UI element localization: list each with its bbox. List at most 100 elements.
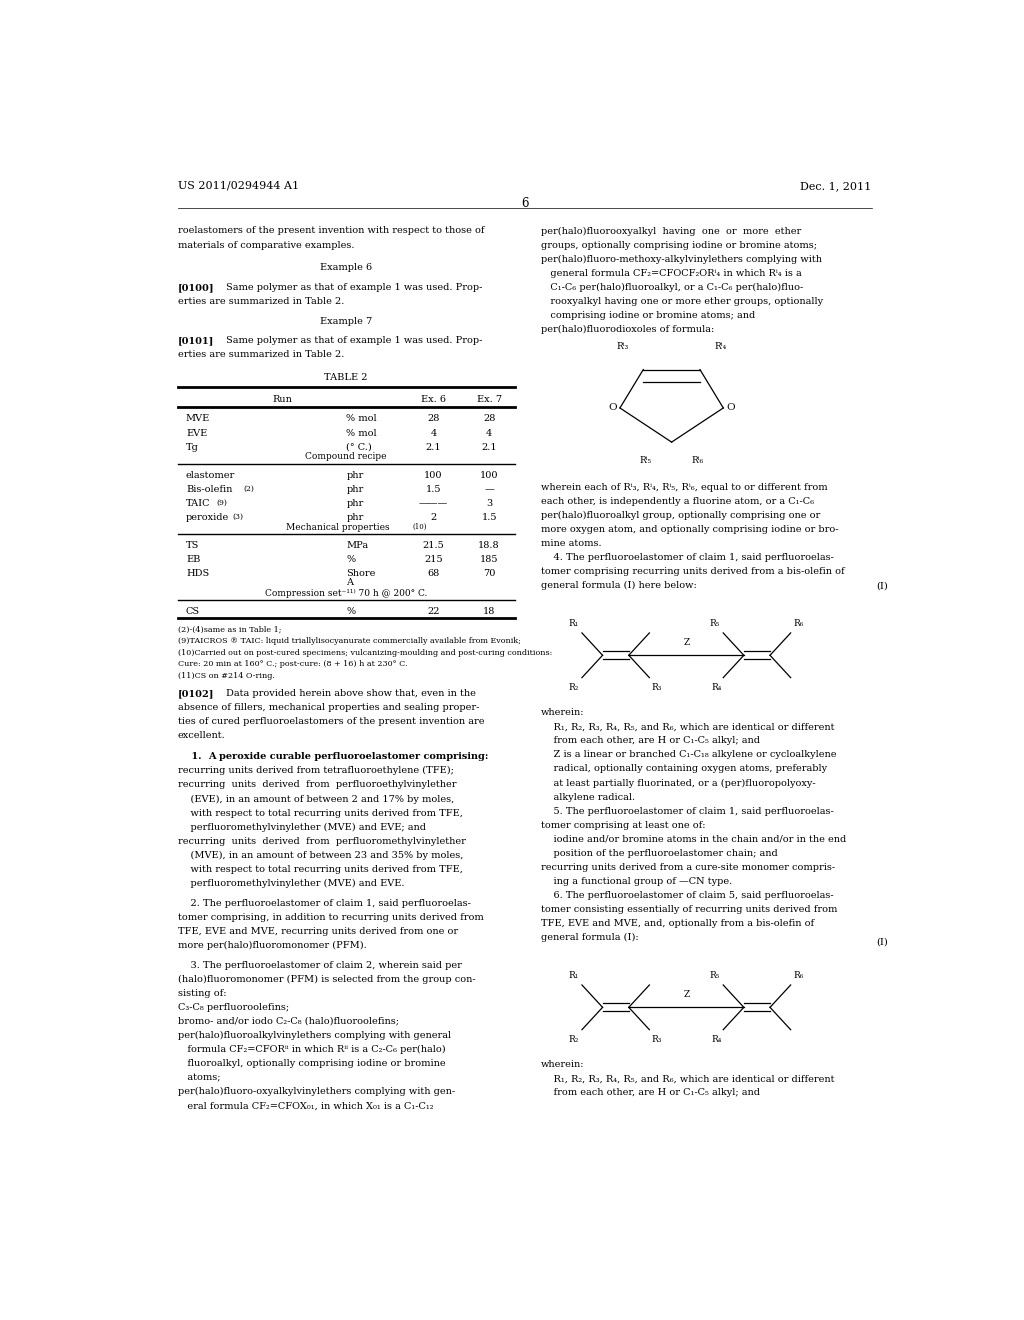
- Text: Rⁱ₄: Rⁱ₄: [714, 342, 726, 351]
- Text: perfluoromethylvinylether (MVE) and EVE.: perfluoromethylvinylether (MVE) and EVE.: [178, 879, 404, 888]
- Text: [0101]: [0101]: [178, 337, 214, 346]
- Text: Compound recipe: Compound recipe: [305, 453, 387, 462]
- Text: R₁, R₂, R₃, R₄, R₅, and R₆, which are identical or different: R₁, R₂, R₃, R₄, R₅, and R₆, which are id…: [541, 1074, 835, 1084]
- Text: peroxide: peroxide: [186, 513, 229, 521]
- Text: —: —: [484, 484, 494, 494]
- Text: erties are summarized in Table 2.: erties are summarized in Table 2.: [178, 350, 344, 359]
- Text: TS: TS: [186, 541, 200, 550]
- Text: (3): (3): [232, 513, 243, 521]
- Text: TFE, EVE and MVE, and, optionally from a bis-olefin of: TFE, EVE and MVE, and, optionally from a…: [541, 919, 814, 928]
- Text: R₄: R₄: [712, 1035, 722, 1044]
- Text: mine atoms.: mine atoms.: [541, 539, 601, 548]
- Text: (11)CS on #214 O-ring.: (11)CS on #214 O-ring.: [178, 672, 274, 680]
- Text: 68: 68: [427, 569, 439, 578]
- Text: tomer comprising recurring units derived from a bis-olefin of: tomer comprising recurring units derived…: [541, 568, 845, 577]
- Text: 1.5: 1.5: [481, 513, 497, 521]
- Text: wherein each of Rⁱ₃, Rⁱ₄, Rⁱ₅, Rⁱ₆, equal to or different from: wherein each of Rⁱ₃, Rⁱ₄, Rⁱ₅, Rⁱ₆, equa…: [541, 483, 827, 492]
- Text: R₂: R₂: [568, 682, 579, 692]
- Text: Ex. 6: Ex. 6: [421, 395, 446, 404]
- Text: elastomer: elastomer: [186, 471, 236, 479]
- Text: Mechanical properties: Mechanical properties: [287, 523, 390, 532]
- Text: tomer comprising at least one of:: tomer comprising at least one of:: [541, 821, 706, 830]
- Text: general formula (I) here below:: general formula (I) here below:: [541, 581, 696, 590]
- Text: per(halo)fluoro-oxyalkylvinylethers complying with gen-: per(halo)fluoro-oxyalkylvinylethers comp…: [178, 1088, 455, 1097]
- Text: (° C.): (° C.): [346, 442, 372, 451]
- Text: MPa: MPa: [346, 541, 369, 550]
- Text: 28: 28: [483, 414, 496, 424]
- Text: TFE, EVE and MVE, recurring units derived from one or: TFE, EVE and MVE, recurring units derive…: [178, 927, 458, 936]
- Text: A peroxide curable perfluoroelastomer comprising:: A peroxide curable perfluoroelastomer co…: [208, 752, 488, 762]
- Text: each other, is independently a fluorine atom, or a C₁-C₆: each other, is independently a fluorine …: [541, 496, 814, 506]
- Text: %: %: [346, 607, 355, 615]
- Text: ing a functional group of —CN type.: ing a functional group of —CN type.: [541, 876, 732, 886]
- Text: (halo)fluoromonomer (PFM) is selected from the group con-: (halo)fluoromonomer (PFM) is selected fr…: [178, 974, 475, 983]
- Text: 4. The perfluoroelastomer of claim 1, said perfluoroelas-: 4. The perfluoroelastomer of claim 1, sa…: [541, 553, 834, 562]
- Text: per(halo)fluoro-methoxy-alkylvinylethers complying with: per(halo)fluoro-methoxy-alkylvinylethers…: [541, 255, 821, 264]
- Text: R₂: R₂: [568, 1035, 579, 1044]
- Text: (I): (I): [877, 581, 888, 590]
- Text: Bis-olefin: Bis-olefin: [186, 484, 232, 494]
- Text: fluoroalkyl, optionally comprising iodine or bromine: fluoroalkyl, optionally comprising iodin…: [178, 1059, 445, 1068]
- Text: ———: ———: [419, 499, 449, 508]
- Text: [0100]: [0100]: [178, 282, 215, 292]
- Text: Z is a linear or branched C₁-C₁₈ alkylene or cycloalkylene: Z is a linear or branched C₁-C₁₈ alkylen…: [541, 750, 837, 759]
- Text: (10): (10): [412, 523, 427, 531]
- Text: recurring units derived from a cure-site monomer compris-: recurring units derived from a cure-site…: [541, 863, 835, 873]
- Text: TABLE 2: TABLE 2: [325, 374, 368, 381]
- Text: 1.5: 1.5: [426, 484, 441, 494]
- Text: 18.8: 18.8: [478, 541, 500, 550]
- Text: %: %: [346, 556, 355, 564]
- Text: 2. The perfluoroelastomer of claim 1, said perfluoroelas-: 2. The perfluoroelastomer of claim 1, sa…: [178, 899, 471, 908]
- Text: position of the perfluoroelastomer chain; and: position of the perfluoroelastomer chain…: [541, 849, 777, 858]
- Text: EB: EB: [186, 556, 201, 564]
- Text: R₆: R₆: [794, 972, 804, 979]
- Text: alkylene radical.: alkylene radical.: [541, 792, 635, 801]
- Text: R₃: R₃: [651, 682, 662, 692]
- Text: atoms;: atoms;: [178, 1073, 220, 1082]
- Text: erties are summarized in Table 2.: erties are summarized in Table 2.: [178, 297, 344, 306]
- Text: recurring  units  derived  from  perfluoroethylvinylether: recurring units derived from perfluoroet…: [178, 780, 457, 789]
- Text: A: A: [346, 578, 353, 587]
- Text: at least partially fluorinated, or a (per)fluoropolyoxy-: at least partially fluorinated, or a (pe…: [541, 779, 815, 788]
- Text: TAIC: TAIC: [186, 499, 211, 508]
- Text: with respect to total recurring units derived from TFE,: with respect to total recurring units de…: [178, 809, 463, 817]
- Text: Rⁱ₃: Rⁱ₃: [616, 342, 629, 351]
- Text: % mol: % mol: [346, 414, 377, 424]
- Text: absence of fillers, mechanical properties and sealing proper-: absence of fillers, mechanical propertie…: [178, 704, 479, 711]
- Text: per(halo)fluoroalkylvinylethers complying with general: per(halo)fluoroalkylvinylethers complyin…: [178, 1031, 452, 1040]
- Text: 3. The perfluoroelastomer of claim 2, wherein said per: 3. The perfluoroelastomer of claim 2, wh…: [178, 961, 462, 970]
- Text: comprising iodine or bromine atoms; and: comprising iodine or bromine atoms; and: [541, 312, 755, 319]
- Text: 2.1: 2.1: [426, 442, 441, 451]
- Text: (I): (I): [877, 937, 888, 946]
- Text: materials of comparative examples.: materials of comparative examples.: [178, 240, 354, 249]
- Text: more oxygen atom, and optionally comprising iodine or bro-: more oxygen atom, and optionally compris…: [541, 525, 839, 535]
- Text: [0102]: [0102]: [178, 689, 214, 698]
- Text: 70: 70: [483, 569, 496, 578]
- Text: R₁, R₂, R₃, R₄, R₅, and R₆, which are identical or different: R₁, R₂, R₃, R₄, R₅, and R₆, which are id…: [541, 722, 835, 731]
- Text: Example 6: Example 6: [321, 263, 373, 272]
- Text: from each other, are H or C₁-C₅ alkyl; and: from each other, are H or C₁-C₅ alkyl; a…: [541, 737, 760, 746]
- Text: Rⁱ₆: Rⁱ₆: [691, 457, 703, 466]
- Text: wherein:: wherein:: [541, 1060, 584, 1069]
- Text: 2.1: 2.1: [481, 442, 497, 451]
- Text: Same polymer as that of example 1 was used. Prop-: Same polymer as that of example 1 was us…: [225, 337, 482, 346]
- Text: phr: phr: [346, 484, 364, 494]
- Text: tomer comprising, in addition to recurring units derived from: tomer comprising, in addition to recurri…: [178, 912, 483, 921]
- Text: Ex. 7: Ex. 7: [476, 395, 502, 404]
- Text: R₆: R₆: [794, 619, 804, 628]
- Text: iodine and/or bromine atoms in the chain and/or in the end: iodine and/or bromine atoms in the chain…: [541, 834, 846, 843]
- Text: with respect to total recurring units derived from TFE,: with respect to total recurring units de…: [178, 865, 463, 874]
- Text: HDS: HDS: [186, 569, 209, 578]
- Text: EVE: EVE: [186, 429, 207, 437]
- Text: Rⁱ₅: Rⁱ₅: [640, 457, 652, 466]
- Text: Run: Run: [272, 395, 293, 404]
- Text: formula CF₂=CFORⁱⁱ in which Rⁱⁱ is a C₂-C₆ per(halo): formula CF₂=CFORⁱⁱ in which Rⁱⁱ is a C₂-…: [178, 1045, 445, 1055]
- Text: per(halo)fluorooxyalkyl  having  one  or  more  ether: per(halo)fluorooxyalkyl having one or mo…: [541, 227, 801, 236]
- Text: 21.5: 21.5: [423, 541, 444, 550]
- Text: Z: Z: [683, 638, 689, 647]
- Text: 2: 2: [430, 513, 436, 521]
- Text: phr: phr: [346, 471, 364, 479]
- Text: tomer consisting essentially of recurring units derived from: tomer consisting essentially of recurrin…: [541, 906, 837, 915]
- Text: 6. The perfluoroelastomer of claim 5, said perfluoroelas-: 6. The perfluoroelastomer of claim 5, sa…: [541, 891, 834, 900]
- Text: 4: 4: [430, 429, 436, 437]
